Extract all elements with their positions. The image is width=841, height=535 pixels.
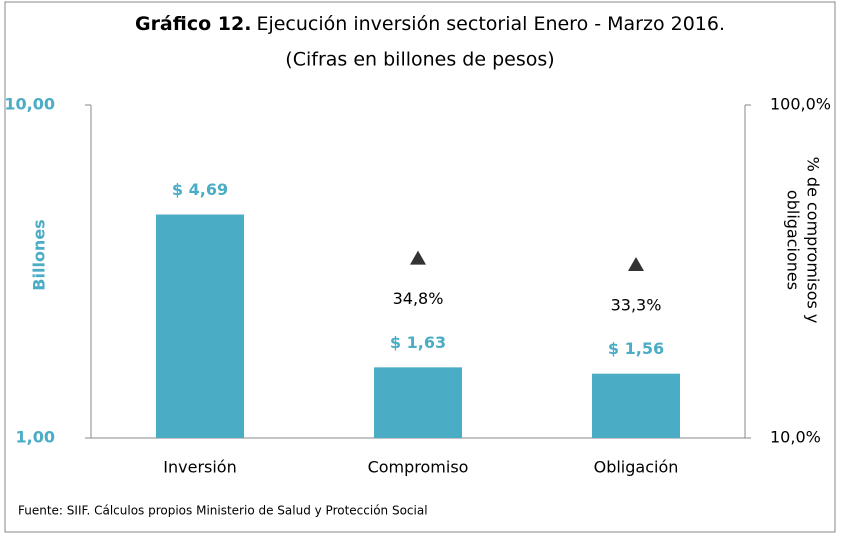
marker xyxy=(410,250,426,265)
bar-value-label: $ 4,69 xyxy=(172,180,228,199)
bar xyxy=(374,367,462,438)
x-tick-label: Compromiso xyxy=(368,458,469,477)
title-label: Gráfico 12. xyxy=(135,13,251,35)
bar-value-label: $ 1,63 xyxy=(390,333,446,352)
y2-axis-label: % de compromisos y obligaciones xyxy=(784,157,823,324)
marker-value-label: 33,3% xyxy=(611,296,662,315)
source-note: Fuente: SIIF. Cálculos propios Ministeri… xyxy=(18,504,428,518)
bar-value-label: $ 1,56 xyxy=(608,339,664,358)
x-tick-label: Inversión xyxy=(163,458,236,477)
bar xyxy=(156,214,244,438)
y-tick-label: 10,00 xyxy=(4,95,55,114)
y2-label-line: % de compromisos y xyxy=(804,157,823,324)
frame xyxy=(4,1,836,533)
title-text: Ejecución inversión sectorial Enero - Ma… xyxy=(256,13,725,35)
y2-label-line: obligaciones xyxy=(784,190,803,290)
y-tick-label: 1,00 xyxy=(16,428,55,447)
x-tick-label: Obligación xyxy=(594,458,679,477)
marker-value-label: 34,8% xyxy=(393,289,444,308)
y2-tick-label: 100,0% xyxy=(770,95,831,114)
chart-title: Gráfico 12. Ejecución inversión sectorial… xyxy=(135,13,725,35)
bar xyxy=(592,373,680,438)
y-axis-label: Billones xyxy=(30,219,49,290)
chart-subtitle: (Cifras en billones de pesos) xyxy=(285,49,554,71)
marker xyxy=(628,257,644,272)
y2-tick-label: 10,0% xyxy=(770,428,821,447)
